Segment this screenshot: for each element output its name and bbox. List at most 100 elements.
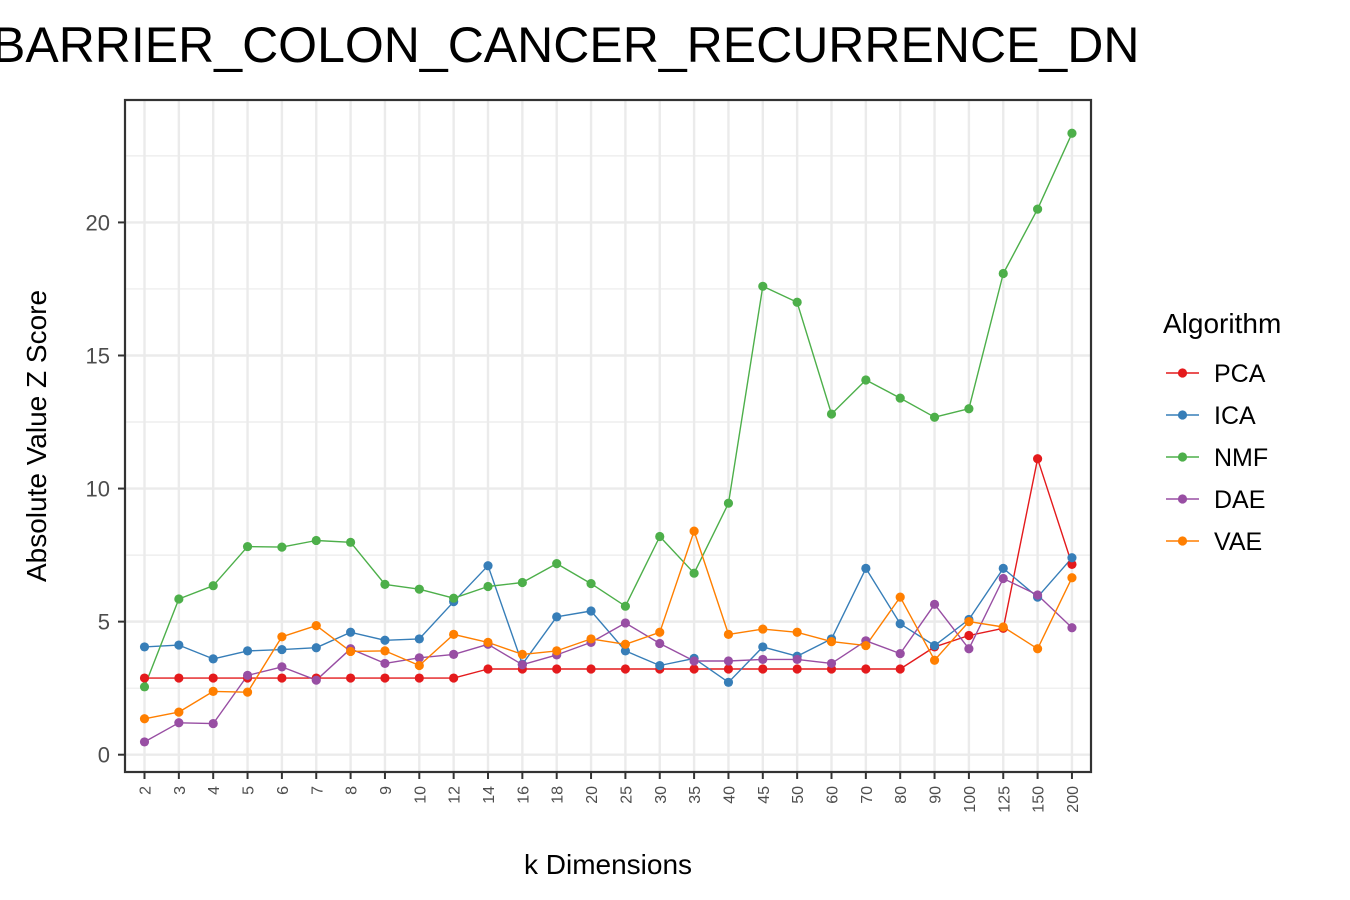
data-point-ica xyxy=(895,619,905,629)
legend-key-point-nmf xyxy=(1177,452,1188,462)
data-point-nmf xyxy=(449,593,459,603)
plot-area xyxy=(123,98,1093,774)
data-point-nmf xyxy=(655,531,665,542)
data-point-ica xyxy=(998,563,1008,574)
data-point-ica xyxy=(380,635,390,645)
data-point-vae xyxy=(620,639,631,649)
data-point-nmf xyxy=(861,375,871,385)
series-line-ica xyxy=(144,557,1073,683)
data-point-dae xyxy=(689,656,699,666)
y-axis: 0 5 10 15 20 xyxy=(86,210,125,768)
data-point-nmf xyxy=(242,541,253,552)
x-tick-label: 18 xyxy=(550,786,567,804)
data-point-pca xyxy=(723,664,734,674)
legend-key-point-ica xyxy=(1177,410,1188,420)
data-point-nmf xyxy=(826,409,837,419)
data-point-nmf xyxy=(758,281,768,291)
x-tick-label: 30 xyxy=(653,786,670,804)
data-point-nmf xyxy=(208,581,218,591)
data-point-nmf xyxy=(964,404,974,414)
data-point-ica xyxy=(242,646,253,656)
data-point-dae xyxy=(414,653,424,663)
x-tick-label: 10 xyxy=(412,786,429,804)
data-point-dae xyxy=(449,649,459,659)
data-point-ica xyxy=(552,612,562,622)
series-line-pca xyxy=(144,458,1073,679)
data-point-pca xyxy=(483,664,493,674)
data-point-ica xyxy=(311,643,321,653)
data-point-pca xyxy=(552,664,562,674)
data-point-ica xyxy=(414,634,424,644)
data-point-ica xyxy=(139,642,150,652)
data-point-ica xyxy=(346,627,356,637)
data-point-vae xyxy=(929,655,940,665)
data-point-nmf xyxy=(311,535,321,546)
legend-key-point-vae xyxy=(1177,536,1188,546)
data-point-pca xyxy=(689,664,699,674)
x-tick-label: 90 xyxy=(928,786,945,804)
legend-key-point-pca xyxy=(1177,368,1188,378)
data-point-nmf xyxy=(998,268,1008,279)
y-tick-label: 0 xyxy=(98,743,110,768)
data-point-nmf xyxy=(346,537,356,547)
x-axis-title: k Dimensions xyxy=(524,849,692,880)
data-point-ica xyxy=(208,654,218,664)
x-tick-label: 20 xyxy=(584,786,601,804)
data-point-ica xyxy=(723,677,734,687)
x-tick-label: 200 xyxy=(1065,786,1082,813)
data-point-ica xyxy=(620,646,631,656)
x-tick-label: 60 xyxy=(825,786,842,804)
data-point-ica xyxy=(1067,553,1077,563)
series-points xyxy=(139,128,1077,747)
data-point-nmf xyxy=(380,579,390,589)
data-point-dae xyxy=(792,654,802,665)
x-tick-label: 6 xyxy=(275,786,292,795)
data-point-ica xyxy=(929,640,940,651)
y-tick-label: 10 xyxy=(86,477,110,502)
data-point-vae xyxy=(1033,644,1043,654)
data-point-nmf xyxy=(792,297,802,307)
data-point-pca xyxy=(174,673,184,683)
series-line-nmf xyxy=(143,133,1073,688)
data-point-nmf xyxy=(174,594,184,604)
data-point-vae xyxy=(1067,573,1077,583)
data-point-vae xyxy=(517,649,527,659)
data-point-nmf xyxy=(517,577,527,588)
data-point-vae xyxy=(792,627,802,637)
x-tick-label: 3 xyxy=(172,786,189,795)
series-line-vae xyxy=(144,530,1073,720)
data-point-vae xyxy=(139,714,150,724)
data-point-vae xyxy=(242,687,253,697)
data-point-dae xyxy=(655,638,665,649)
x-tick-label: 45 xyxy=(756,786,773,804)
legend-label-dae: DAE xyxy=(1214,486,1265,514)
data-point-vae xyxy=(586,634,596,644)
data-point-vae xyxy=(380,646,390,656)
data-point-dae xyxy=(758,654,768,665)
data-point-dae xyxy=(895,648,905,659)
data-point-dae xyxy=(517,660,527,670)
plot-border xyxy=(123,98,1093,774)
data-point-vae xyxy=(998,622,1008,632)
data-point-pca xyxy=(139,673,150,683)
x-tick-label: 8 xyxy=(344,786,361,795)
data-point-ica xyxy=(277,644,287,655)
data-point-dae xyxy=(1033,590,1043,600)
data-point-nmf xyxy=(620,601,631,611)
x-tick-label: 150 xyxy=(1031,786,1048,813)
y-tick-label: 20 xyxy=(86,210,110,235)
data-point-pca xyxy=(1067,559,1077,570)
x-tick-label: 125 xyxy=(996,786,1013,813)
data-point-ica xyxy=(586,606,596,616)
data-point-vae xyxy=(964,617,974,627)
data-point-ica xyxy=(861,563,871,574)
data-point-dae xyxy=(139,737,150,747)
x-tick-label: 80 xyxy=(893,786,910,804)
data-point-nmf xyxy=(277,542,287,552)
legend-label-vae: VAE xyxy=(1214,528,1262,556)
data-point-dae xyxy=(620,618,631,628)
data-point-nmf xyxy=(1033,204,1043,214)
data-point-pca xyxy=(586,664,596,674)
major-gridlines xyxy=(125,100,1091,772)
